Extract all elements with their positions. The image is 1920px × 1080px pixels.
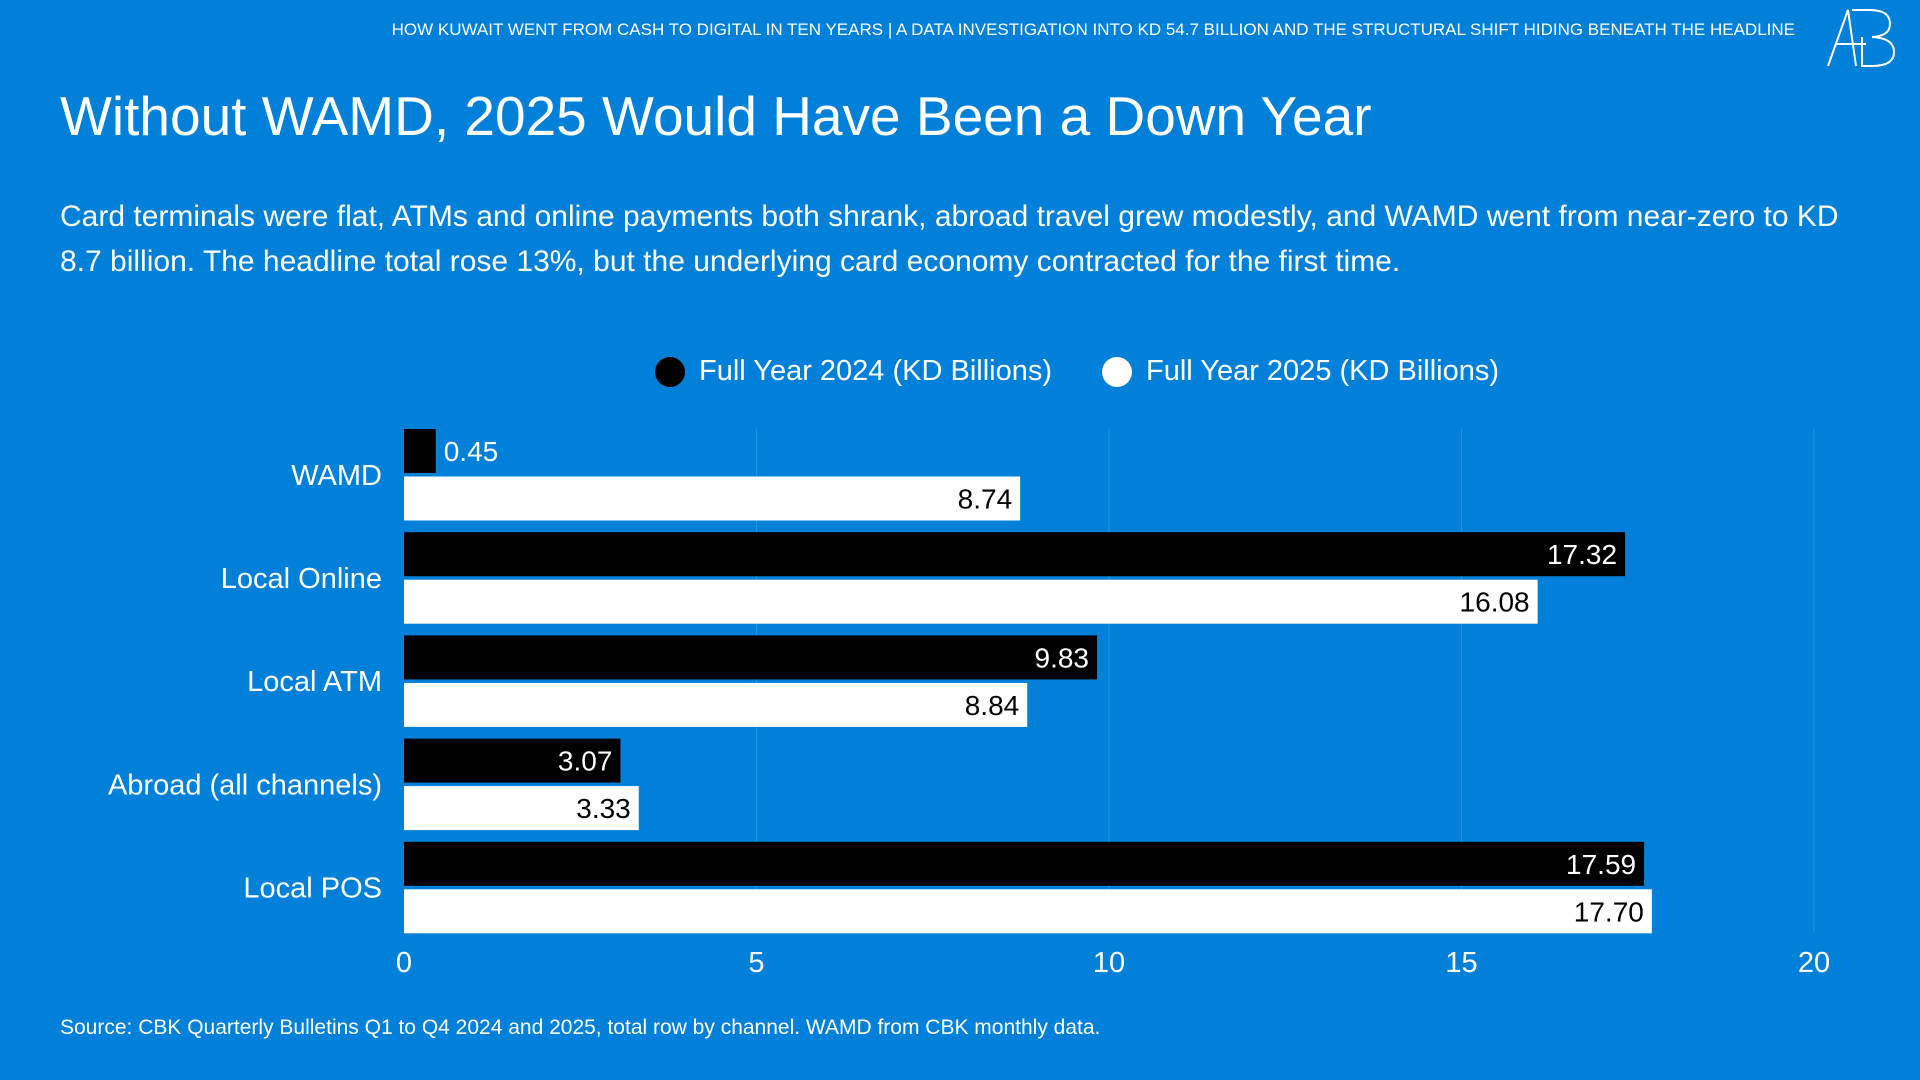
bar-2025 xyxy=(404,889,1652,934)
category-label: Local Online xyxy=(221,563,382,595)
data-label: 17.32 xyxy=(1547,539,1617,570)
data-label: 16.08 xyxy=(1460,587,1530,618)
bar-2024 xyxy=(404,429,436,473)
category-label: Abroad (all channels) xyxy=(108,769,382,801)
legend-swatch-2024 xyxy=(655,356,685,387)
bar-2024 xyxy=(404,532,1626,577)
bar-2024 xyxy=(404,738,621,783)
bar-2025 xyxy=(404,579,1538,624)
data-label: 17.59 xyxy=(1566,849,1636,880)
legend-label-2024: Full Year 2024 (KD Billions) xyxy=(699,355,1053,387)
bar-2024 xyxy=(404,841,1645,886)
x-tick-label: 10 xyxy=(1093,947,1125,979)
data-label: 0.45 xyxy=(444,436,499,467)
x-tick-label: 0 xyxy=(396,947,412,979)
bar-2025 xyxy=(404,682,1028,727)
legend-swatch-2025 xyxy=(1102,356,1133,387)
page-subtitle: Card terminals were flat, ATMs and onlin… xyxy=(60,200,1839,278)
x-tick-label: 15 xyxy=(1445,947,1477,979)
data-label: 17.70 xyxy=(1574,896,1644,927)
data-label: 3.33 xyxy=(576,793,631,824)
category-label: WAMD xyxy=(291,460,382,492)
category-label: Local ATM xyxy=(247,666,382,698)
x-tick-label: 20 xyxy=(1798,947,1830,979)
report-kicker: HOW KUWAIT WENT FROM CASH TO DIGITAL IN … xyxy=(391,20,1795,39)
data-label: 8.74 xyxy=(958,484,1013,515)
data-label: 9.83 xyxy=(1035,642,1090,673)
bar-2024 xyxy=(404,635,1098,680)
legend: Full Year 2024 (KD Billions) Full Year 2… xyxy=(655,355,1499,388)
page-title: Without WAMD, 2025 Would Have Been a Dow… xyxy=(60,85,1372,147)
x-tick-label: 5 xyxy=(748,947,764,979)
data-label: 3.07 xyxy=(558,746,613,777)
ab-logo xyxy=(1827,9,1896,67)
legend-item-2024: Full Year 2024 (KD Billions) xyxy=(655,355,1052,388)
source-note: Source: CBK Quarterly Bulletins Q1 to Q4… xyxy=(60,1016,1101,1039)
bar-2025 xyxy=(404,476,1021,521)
legend-item-2025: Full Year 2025 (KD Billions) xyxy=(1102,355,1499,388)
category-label: Local POS xyxy=(243,873,382,905)
bar-2025 xyxy=(404,786,639,831)
data-label: 8.84 xyxy=(965,690,1020,721)
legend-label-2025: Full Year 2025 (KD Billions) xyxy=(1146,355,1500,387)
